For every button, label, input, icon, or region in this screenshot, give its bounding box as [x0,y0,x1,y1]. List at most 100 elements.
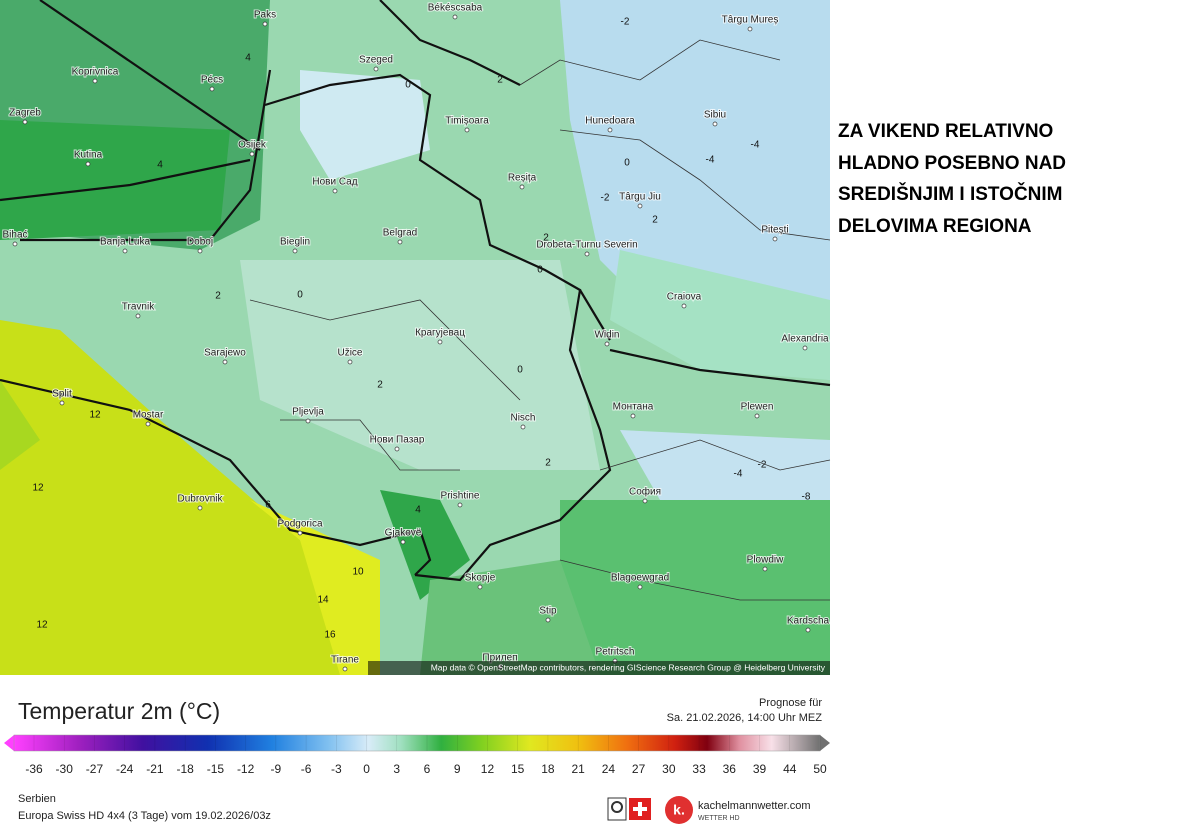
city-dot [457,502,463,508]
contour-label: 0 [537,265,543,276]
city-dot [197,505,203,511]
city-label: Békéscsaba [428,3,483,14]
colorbar-tick-label: 33 [692,762,706,776]
city-label: Banja Luka [100,237,150,248]
contour-label: -4 [734,469,743,480]
colorbar-tick-label: 39 [753,762,767,776]
colorbar-tick-label: 21 [571,762,585,776]
borders [0,0,831,582]
map-background [0,0,830,675]
region-name: Serbien [18,793,56,805]
city-dot [712,121,718,127]
city-label: София [629,486,661,498]
attribution-bg [368,661,830,675]
colorbar-tick-label: 30 [662,762,676,776]
city-label: Mostar [133,410,164,421]
colorbar-tick-label: 24 [602,762,616,776]
colorbar-tick-label: -21 [146,762,164,776]
city-dot [373,66,379,72]
colorbar-tick-label: 27 [632,762,646,776]
city-label: Blagoewgrad [611,573,669,584]
colorbar-tick-label: -15 [207,762,225,776]
city-dot [92,78,98,84]
colorbar-tick-label: 3 [393,762,400,776]
colorbar-tick-label: -36 [25,762,43,776]
city-label: Skopje [465,573,496,584]
city-label: Zagreb [9,108,41,119]
city-dot [545,617,551,623]
forecast-time: Sa. 21.02.2026, 14:00 Uhr MEZ [667,712,823,724]
city-label: Gjakovë [385,528,422,539]
contour-label: 2 [497,75,503,86]
colorbar-tick-label: 0 [363,762,370,776]
city-dot [604,341,610,347]
city-dot [209,86,215,92]
city-label: Bieglin [280,237,310,248]
brand-sub: WETTER HD [698,815,740,822]
city-dot [22,119,28,125]
contour-label: -2 [758,460,767,471]
colorbar-tick-label: 36 [723,762,737,776]
colorbar-tick-label: -9 [271,762,282,776]
contour-label: 4 [245,53,251,64]
city-label: Нови Сад [312,177,357,188]
city-dot [805,627,811,633]
city-dot [305,418,311,424]
contour-label: 0 [517,365,523,376]
city-dot [630,413,636,419]
colorbar-tick-label: 50 [813,762,827,776]
city-label: Travnik [122,302,155,313]
logos: k. kachelmannwetter.com WETTER HD [607,796,811,824]
city-dot [607,127,613,133]
contour-label: -4 [751,140,760,151]
contour-label: 6 [265,500,271,511]
contour-label: 16 [324,630,336,641]
contour-label: -8 [802,492,811,503]
contour-label: 0 [405,80,411,91]
headline-line: SREDIŠNJIM I ISTOČNIM [838,184,1063,205]
contour-label: -4 [706,155,715,166]
city-dot [12,241,18,247]
city-label: Монтана [613,402,654,413]
city-label: Split [52,389,72,400]
city-label: Târgu Mureș [722,15,779,26]
city-label: Widin [594,330,619,341]
city-label: Paks [254,10,276,21]
svg-text:k.: k. [673,802,685,818]
city-dot [397,239,403,245]
contour-label: 14 [317,595,329,606]
contour-label: 12 [89,410,101,421]
colorbar-ticks: -36 -30 -27 -24 -21 -18 -15 -12 -9 -6 -3 0 3 6 9 12 15 18… [25,735,827,776]
city-label: Nisch [510,413,535,424]
contour-label: 0 [297,290,303,301]
city-dot [135,313,141,319]
colorbar-tick-label: -24 [116,762,134,776]
city-dot [197,248,203,254]
city-label: Drobeta-Turnu Severin [536,240,637,251]
city-dot [400,539,406,545]
city-label: Petritsch [596,647,635,658]
contour-label: 10 [352,567,364,578]
city-label: Bihać [2,230,27,241]
city-label: Нови Пазар [370,435,425,446]
brand-name: kachelmannwetter.com [698,800,811,812]
city-label: Reșița [508,173,537,184]
colorbar-arrow-right [820,735,830,751]
city-dot [222,359,228,365]
contour-label: 2 [652,215,658,226]
city-label: Belgrad [383,228,417,239]
city-label: Prishtine [441,491,480,502]
city-dot [262,21,268,27]
colorbar-tick-label: 44 [783,762,797,776]
city-dot [519,184,525,190]
city-label: Podgorica [277,519,322,530]
colorbar-tick-label: -3 [331,762,342,776]
city-label: Užice [337,348,362,359]
contour-label: 2 [377,380,383,391]
city-dot [642,498,648,504]
model-run: Europa Swiss HD 4x4 (3 Tage) vom 19.02.2… [18,810,271,822]
city-label: Sibiu [704,110,726,121]
city-label: Plewen [741,402,774,413]
